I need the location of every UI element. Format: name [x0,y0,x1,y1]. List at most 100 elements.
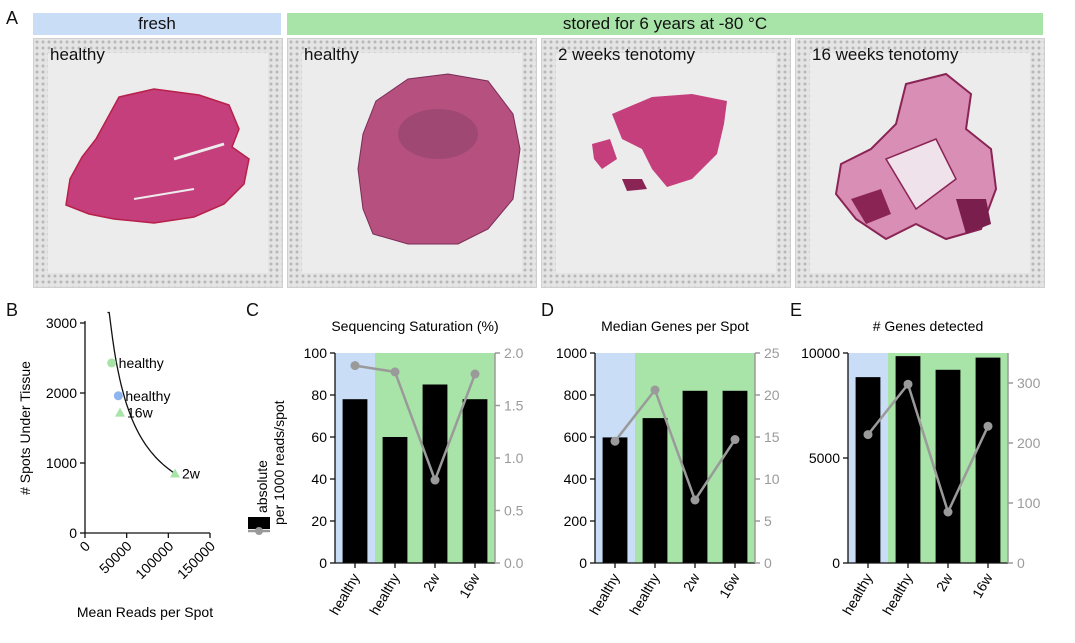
y-tick-label-right: 200 [1017,435,1041,451]
legend-per1000: per 1000 reads/spot [271,400,287,525]
series-line [867,381,990,516]
slide-fresh-healthy: healthy [33,38,283,288]
line-point [863,430,873,440]
y-tick-label-right: 5 [764,513,772,529]
line-point [470,369,480,379]
x-tick-label: healthy [586,571,622,618]
y-axis-label: # Spots Under Tissue [17,361,33,495]
point-label: healthy [119,355,164,371]
y-tick-label-left: 20 [311,513,327,529]
y-tick-label-right: 20 [764,387,780,403]
line-point [690,495,700,505]
data-point [115,407,125,417]
panel-letter-b: B [6,300,19,320]
chart-c: Sequencing Saturation (%) 0 20 40 60 80 100 0.0… [248,318,524,618]
chart-d: Median Genes per Spot 0 200 400 600 800 1000 0 5… [556,318,780,618]
x-tick-label: healthy [326,571,362,618]
point-label: 2w [182,466,201,482]
bar [342,399,368,563]
data-point [170,468,180,478]
series-line [614,387,737,503]
fit-curve [107,311,178,476]
y-tick-label-left: 1000 [556,345,587,361]
line-point [610,436,620,446]
x-tick-label: 2w [680,570,703,594]
slide-stored-2w: 2 weeks tenotomy [541,38,791,288]
bar [642,418,668,563]
y-tick-label-left: 800 [564,387,588,403]
line-point [430,475,440,485]
y-tick-label: 3000 [46,315,77,331]
x-tick-label: 0 [76,538,93,555]
y-tick-label-left: 10000 [801,345,840,361]
bar [935,369,961,563]
panel-letter-d: D [541,300,554,320]
bar [722,390,748,563]
y-tick-label-right: 1.0 [504,450,524,466]
point-label: healthy [125,388,170,404]
y-tick-label-right: 1.5 [504,398,524,414]
band-stored: stored for 6 years at -80 °C [287,13,1043,35]
y-tick-label-left: 5000 [809,450,840,466]
y-tick-label-left: 80 [311,387,327,403]
x-tick-label: healthy [879,571,915,618]
y-tick-label-left: 400 [564,471,588,487]
x-tick-label: 16w [969,570,996,601]
y-tick-label-right: 0 [1017,555,1025,571]
band-fresh: fresh [33,13,281,35]
x-tick-label: 16w [456,570,483,601]
slide-label: healthy [304,45,359,64]
y-tick-label-left: 60 [311,429,327,445]
line-point [650,385,660,395]
x-tick-label: 50000 [96,538,135,577]
panel-letter-c: C [246,300,259,320]
y-tick-label: 2000 [46,385,77,401]
y-tick-label: 1000 [46,455,77,471]
x-tick-label: 16w [716,570,743,601]
x-tick-label: 2w [933,570,956,594]
panel-letter-e: E [790,300,803,320]
y-tick-label-right: 300 [1017,375,1041,391]
x-tick-label: 150000 [174,538,218,582]
y-tick-label-left: 600 [564,429,588,445]
x-axis-label: Mean Reads per Spot [77,604,213,620]
line-point [730,435,740,445]
line-point [983,421,993,431]
bar [422,384,448,563]
point-label: 16w [127,405,154,421]
bar [462,399,488,563]
legend-line-point [255,527,263,535]
slide-label: healthy [50,45,105,64]
tissue-image-1 [34,39,282,287]
y-tick-label-right: 0 [764,555,772,571]
y-tick-label-left: 0 [579,555,587,571]
y-tick-label-right: 2.0 [504,345,524,361]
y-tick-label-left: 100 [304,345,328,361]
x-tick-label: healthy [839,571,875,618]
y-tick-label-left: 40 [311,471,327,487]
x-tick-label: 100000 [132,538,176,582]
data-point [113,391,123,401]
slide-label: 2 weeks tenotomy [558,45,696,64]
bar [855,377,881,563]
y-tick-label-left: 0 [832,555,840,571]
tissue-image-3 [542,39,790,287]
y-tick-label-right: 25 [764,345,780,361]
chart-title: # Genes detected [873,318,984,334]
chart-title: Median Genes per Spot [601,318,749,334]
chart-title: Sequencing Saturation (%) [331,318,498,334]
bar [382,437,408,563]
slide-stored-healthy: healthy [287,38,537,288]
x-tick-label: healthy [626,571,662,618]
tissue-image-2 [288,39,536,287]
panel-letter-a: A [6,8,19,28]
y-tick-label-right: 10 [764,471,780,487]
chart-e: # Genes detected 0 5000 10000 0 100 200 300 heal… [801,318,1041,618]
slide-label: 16 weeks tenotomy [812,45,959,64]
line-point [350,361,360,371]
legend-absolute: absolute [254,460,270,513]
data-point [107,358,117,368]
line-point [390,367,400,377]
slide-stored-16w: 16 weeks tenotomy [795,38,1045,288]
